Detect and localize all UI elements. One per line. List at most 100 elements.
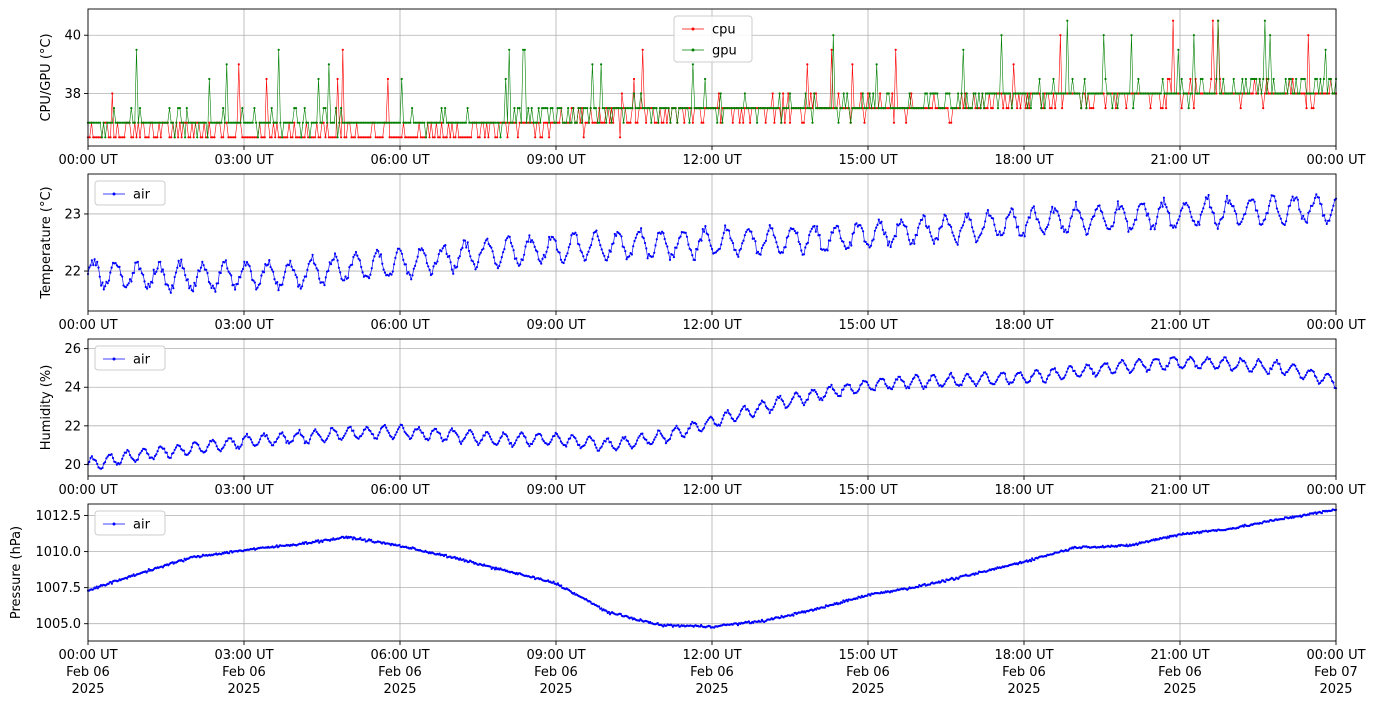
data-point: [647, 253, 651, 256]
data-point: [1262, 366, 1265, 369]
data-point: [603, 254, 606, 257]
data-point: [1295, 92, 1298, 95]
data-point: [398, 121, 402, 124]
data-point: [1023, 378, 1026, 381]
data-point: [646, 257, 649, 260]
data-point: [465, 246, 468, 249]
data-point: [601, 107, 604, 110]
y-tick-label: 22: [64, 419, 81, 434]
data-point: [256, 286, 259, 289]
data-point: [388, 121, 391, 124]
data-point: [1289, 77, 1292, 81]
data-point: [1026, 107, 1029, 110]
data-point: [1241, 217, 1244, 220]
data-point: [912, 107, 915, 110]
data-point: [1221, 358, 1225, 362]
data-point: [948, 223, 951, 227]
data-point: [1167, 536, 1170, 539]
data-point: [984, 92, 988, 95]
data-point: [230, 437, 233, 440]
legend-marker-gpu: [691, 48, 695, 52]
data-point: [235, 447, 238, 450]
data-point: [1184, 92, 1187, 95]
data-point: [488, 244, 492, 248]
data-point: [424, 254, 427, 257]
data-point: [584, 107, 587, 110]
data-point: [402, 258, 405, 261]
data-point: [1275, 207, 1278, 210]
data-point: [353, 136, 356, 139]
data-point: [1177, 92, 1180, 95]
data-point: [257, 441, 260, 444]
data-point: [578, 443, 581, 446]
data-point: [1250, 370, 1253, 373]
data-point: [954, 578, 957, 581]
data-point: [508, 235, 511, 238]
data-point: [1283, 223, 1286, 226]
data-point: [707, 107, 710, 110]
data-point: [1047, 92, 1050, 95]
data-point: [902, 380, 905, 383]
x-tick-label: 15:00 UT: [838, 318, 897, 333]
data-point: [903, 107, 906, 110]
data-point: [219, 271, 222, 275]
data-point: [678, 237, 681, 240]
data-point: [599, 244, 602, 247]
data-point: [1227, 202, 1230, 205]
data-point: [1095, 374, 1098, 377]
data-point: [524, 436, 527, 439]
data-point: [662, 625, 665, 628]
data-point: [331, 136, 334, 139]
data-point: [476, 121, 480, 124]
data-point: [96, 462, 99, 465]
data-point: [1286, 370, 1289, 374]
data-point: [168, 136, 171, 139]
data-point: [315, 430, 318, 433]
data-point: [683, 436, 686, 439]
data-point: [483, 121, 486, 124]
data-point: [102, 121, 105, 124]
data-point: [1007, 107, 1010, 110]
data-point: [1111, 225, 1114, 228]
data-point: [477, 261, 480, 264]
data-point: [198, 447, 201, 450]
data-point: [1308, 92, 1312, 95]
data-point: [496, 136, 499, 139]
data-point: [1290, 516, 1293, 520]
data-point: [450, 121, 454, 124]
data-point: [379, 121, 382, 124]
data-point: [1319, 92, 1322, 95]
data-point: [322, 107, 325, 110]
data-point: [542, 121, 546, 124]
data-point: [596, 235, 599, 238]
data-point: [794, 107, 797, 110]
data-point: [956, 243, 959, 246]
data-point: [1298, 92, 1301, 95]
data-point: [137, 121, 140, 124]
data-point: [804, 92, 807, 95]
data-point: [1271, 364, 1274, 367]
data-point: [760, 399, 764, 402]
data-point: [1132, 107, 1135, 110]
data-point: [721, 121, 724, 124]
data-point: [312, 429, 316, 433]
data-point: [121, 457, 124, 460]
data-point: [709, 244, 712, 247]
data-point: [110, 453, 113, 456]
data-point: [1168, 92, 1171, 95]
data-point: [747, 409, 750, 412]
data-point: [1165, 107, 1168, 110]
data-point: [1090, 218, 1093, 221]
data-point: [166, 121, 169, 124]
data-point: [827, 107, 830, 110]
data-point: [1069, 92, 1072, 95]
data-point: [423, 136, 426, 139]
data-point: [1187, 206, 1190, 209]
data-point: [697, 107, 700, 110]
data-point: [1207, 193, 1210, 197]
data-point: [469, 255, 472, 258]
data-point: [1284, 77, 1287, 81]
data-point: [238, 447, 241, 450]
data-point: [1210, 77, 1213, 81]
data-point: [1331, 209, 1334, 212]
